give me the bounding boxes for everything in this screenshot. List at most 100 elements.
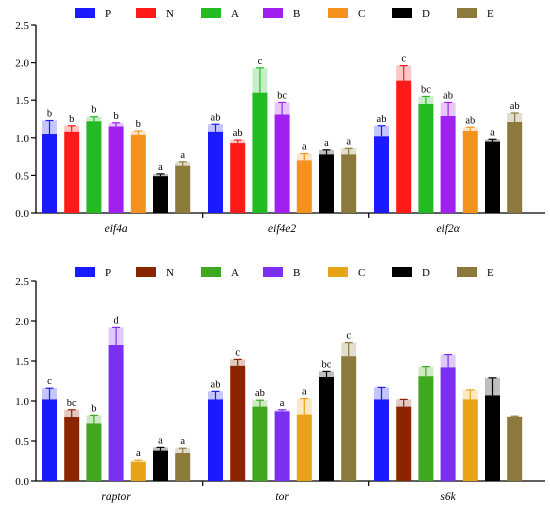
bar xyxy=(485,141,500,213)
x-category-label: tor xyxy=(275,491,289,503)
legend-label: E xyxy=(487,267,494,279)
significance-label: c xyxy=(401,54,406,65)
bar xyxy=(507,417,523,481)
bar xyxy=(42,399,57,481)
legend-swatch xyxy=(457,267,477,277)
y-tick-label: 1.0 xyxy=(15,396,29,408)
significance-label: c xyxy=(258,56,263,67)
significance-label: bc xyxy=(322,359,332,370)
significance-label: a xyxy=(180,436,185,447)
bar xyxy=(462,131,478,213)
significance-label: c xyxy=(346,331,351,342)
bar xyxy=(485,395,500,481)
legend-swatch xyxy=(328,267,348,277)
legend-label: N xyxy=(166,8,174,20)
legend-label: P xyxy=(105,8,111,20)
y-tick-label: 1.5 xyxy=(15,95,29,107)
significance-label: ab xyxy=(211,112,221,123)
significance-label: a xyxy=(136,448,141,459)
bar xyxy=(341,356,357,481)
legend-swatch xyxy=(457,8,477,18)
bar xyxy=(42,134,57,213)
significance-label: b xyxy=(113,111,118,122)
legend-label: D xyxy=(422,267,430,279)
legend-label: A xyxy=(231,8,239,20)
significance-label: ab xyxy=(443,90,453,101)
legend-label: A xyxy=(231,267,239,279)
bar xyxy=(396,406,412,481)
significance-label: ab xyxy=(377,114,387,125)
significance-label: ab xyxy=(510,101,520,112)
bar xyxy=(440,367,456,481)
legend-label: B xyxy=(293,8,300,20)
bar xyxy=(64,131,80,213)
bar xyxy=(507,122,523,213)
y-tick-label: 2.0 xyxy=(15,58,29,70)
bar xyxy=(374,399,389,481)
significance-label: a xyxy=(324,138,329,149)
y-tick-label: 2.0 xyxy=(15,316,29,328)
significance-label: bc xyxy=(421,84,431,95)
significance-label: d xyxy=(113,315,119,326)
bar xyxy=(319,377,334,481)
x-category-label: s6k xyxy=(440,491,456,503)
bar xyxy=(108,126,124,213)
significance-label: c xyxy=(47,376,52,387)
bar xyxy=(296,160,312,213)
legend-swatch xyxy=(201,8,221,18)
bar xyxy=(374,136,389,213)
bar xyxy=(319,154,334,213)
bar xyxy=(175,453,191,481)
significance-label: ab xyxy=(211,379,221,390)
significance-label: a xyxy=(158,162,163,173)
bar xyxy=(208,131,223,213)
significance-label: a xyxy=(302,142,307,153)
significance-label: bc xyxy=(67,398,77,409)
legend-label: B xyxy=(293,267,300,279)
bar xyxy=(86,423,102,481)
bar xyxy=(296,414,312,481)
bar xyxy=(108,345,124,481)
bar xyxy=(175,165,191,213)
bar xyxy=(230,365,246,481)
significance-label: c xyxy=(235,347,240,358)
bar xyxy=(274,114,290,213)
bar xyxy=(418,376,434,481)
significance-label: a xyxy=(346,136,351,147)
bar xyxy=(341,154,357,213)
significance-label: b xyxy=(91,105,96,116)
x-category-label: eif4a xyxy=(105,223,128,235)
y-tick-label: 1.5 xyxy=(15,356,29,368)
bar xyxy=(153,450,168,481)
legend-swatch xyxy=(392,8,412,18)
significance-label: a xyxy=(158,435,163,446)
bar xyxy=(274,411,290,481)
bar xyxy=(130,461,146,481)
bar xyxy=(462,399,478,481)
legend-label: N xyxy=(166,267,174,279)
significance-label: ab xyxy=(255,388,265,399)
bar xyxy=(418,103,434,213)
bar xyxy=(396,80,412,213)
significance-label: b xyxy=(136,119,141,130)
bar xyxy=(130,134,146,213)
legend-swatch xyxy=(136,267,156,277)
legend-swatch xyxy=(263,8,283,18)
legend-label: P xyxy=(105,267,111,279)
y-tick-label: 0.0 xyxy=(15,208,29,220)
x-category-label: eif4e2 xyxy=(268,223,296,235)
significance-label: ab xyxy=(233,128,243,139)
bar xyxy=(230,143,246,213)
legend-swatch xyxy=(136,8,156,18)
legend-swatch xyxy=(201,267,221,277)
legend-label: C xyxy=(358,8,365,20)
significance-label: a xyxy=(302,387,307,398)
bar xyxy=(440,115,456,213)
significance-label: b xyxy=(69,114,74,125)
significance-label: bc xyxy=(277,90,287,101)
significance-label: ab xyxy=(465,115,475,126)
